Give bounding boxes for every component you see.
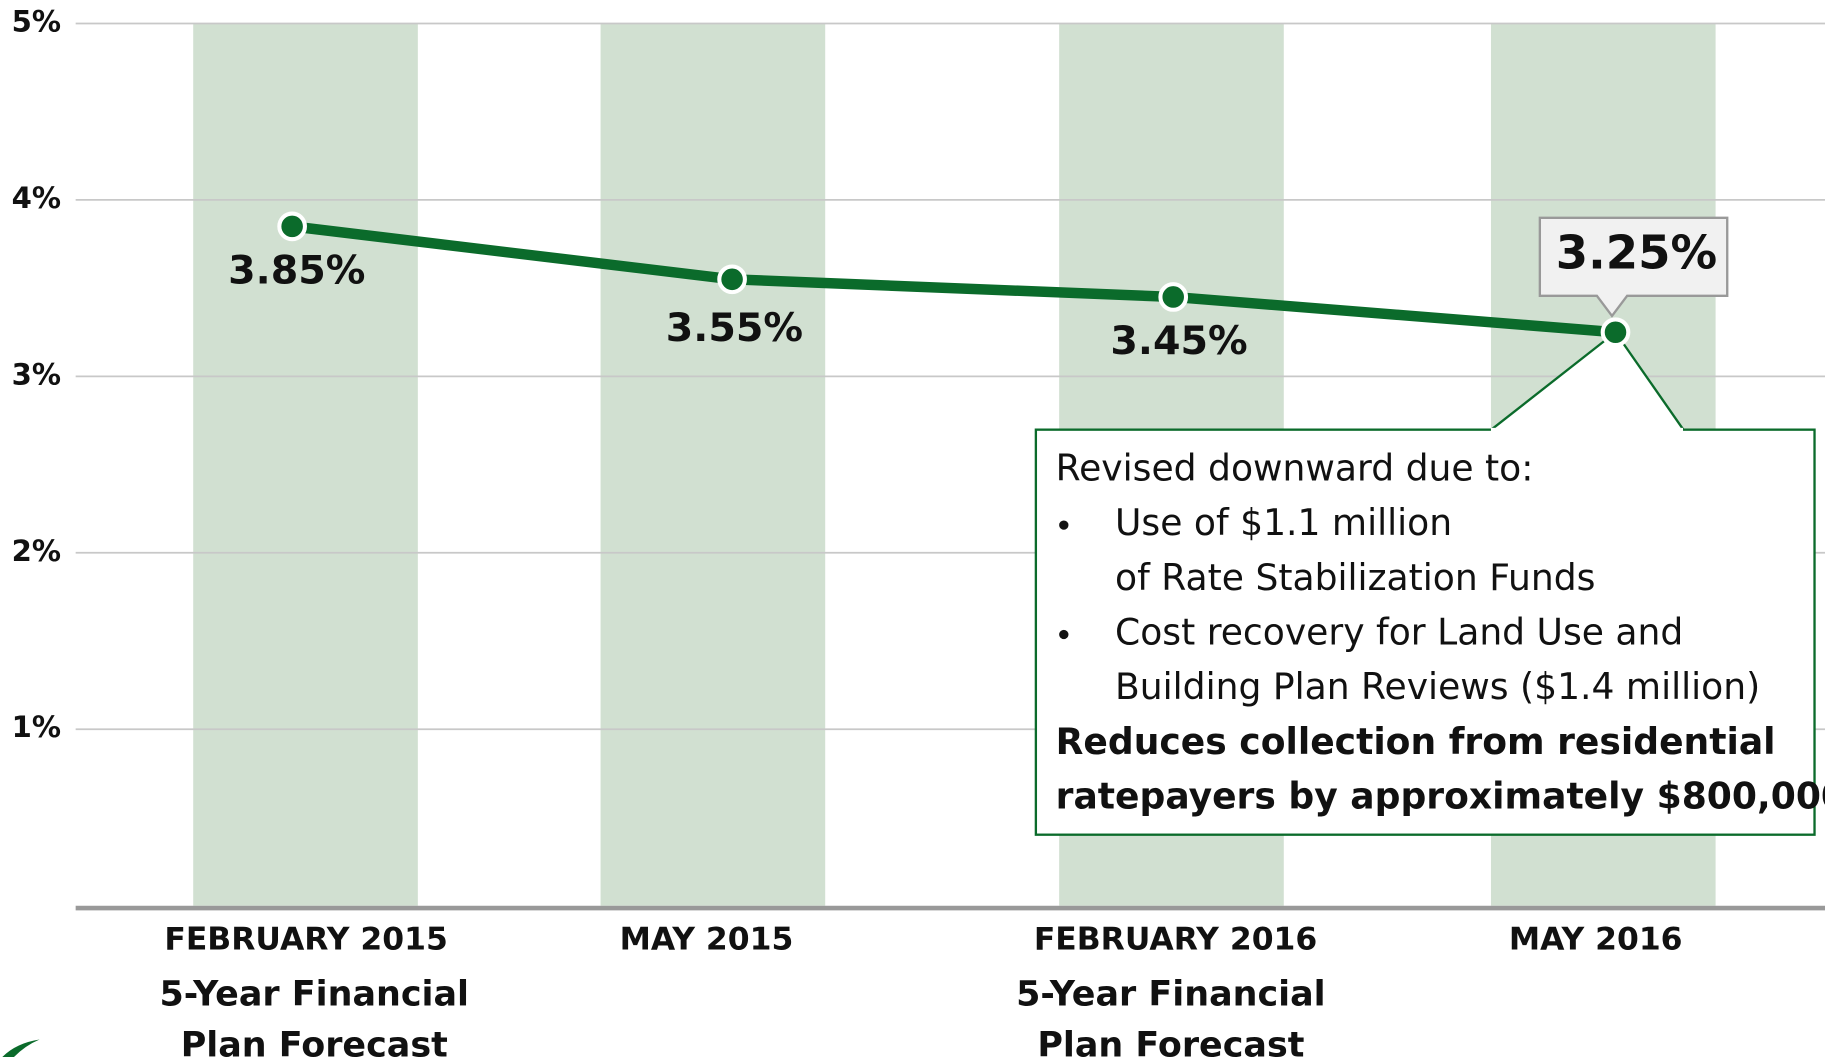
bullet: [1059, 520, 1069, 530]
y-tick-label: 1%: [12, 710, 61, 744]
annotation-bullet: Use of $1.1 million: [1115, 502, 1452, 544]
x-tick-sublabel: 5-Year Financial: [1016, 974, 1326, 1014]
background-band: [600, 23, 826, 906]
y-tick-label: 5%: [12, 4, 61, 38]
y-tick-label: 4%: [12, 181, 61, 215]
y-tick-label: 3%: [12, 357, 61, 391]
value-label: 3.45%: [1110, 318, 1247, 364]
annotation-bullet: Cost recovery for Land Use and: [1115, 612, 1683, 654]
marks: [277, 211, 1816, 836]
x-tick-label: FEBRUARY 2015: [164, 922, 447, 958]
x-tick-label: MAY 2016: [1509, 922, 1683, 958]
point: [1158, 282, 1189, 312]
value-label: 3.55%: [666, 305, 803, 351]
x-tick-sublabel: Plan Forecast: [181, 1026, 448, 1063]
annotation-conclusion: Reduces collection from residential: [1056, 721, 1776, 763]
point: [1600, 317, 1631, 348]
annotation-box: [1034, 428, 1816, 836]
x-tick-label: MAY 2015: [620, 922, 794, 958]
line: [291, 221, 1616, 338]
annotation-bullet: Building Plan Reviews ($1.4 million): [1115, 666, 1760, 708]
bullet: [1059, 629, 1069, 640]
point: [717, 264, 747, 295]
value-label: 3.25%: [1556, 226, 1717, 280]
annotation-conclusion: ratepayers by approximately $800,000.: [1056, 776, 1825, 818]
x-tick-label: FEBRUARY 2016: [1034, 922, 1317, 958]
labels: 1% 2% 3% 4% 5% 3.85% FEBRUARY 2015 5-Year Finan…: [12, 4, 1825, 1063]
value-label: 3.85%: [228, 247, 365, 293]
annotation-heading: Revised downward due to:: [1056, 447, 1534, 489]
point: [277, 211, 307, 242]
x-tick-sublabel: 5-Year Financial: [159, 974, 469, 1014]
value-label-box: [1538, 216, 1729, 318]
x-tick-sublabel: Plan Forecast: [1037, 1026, 1304, 1063]
annotation-bullet: of Rate Stabilization Funds: [1115, 557, 1595, 599]
logo-leaf: [2, 1039, 40, 1058]
y-tick-label: 2%: [12, 534, 61, 568]
background-band: [193, 23, 418, 906]
